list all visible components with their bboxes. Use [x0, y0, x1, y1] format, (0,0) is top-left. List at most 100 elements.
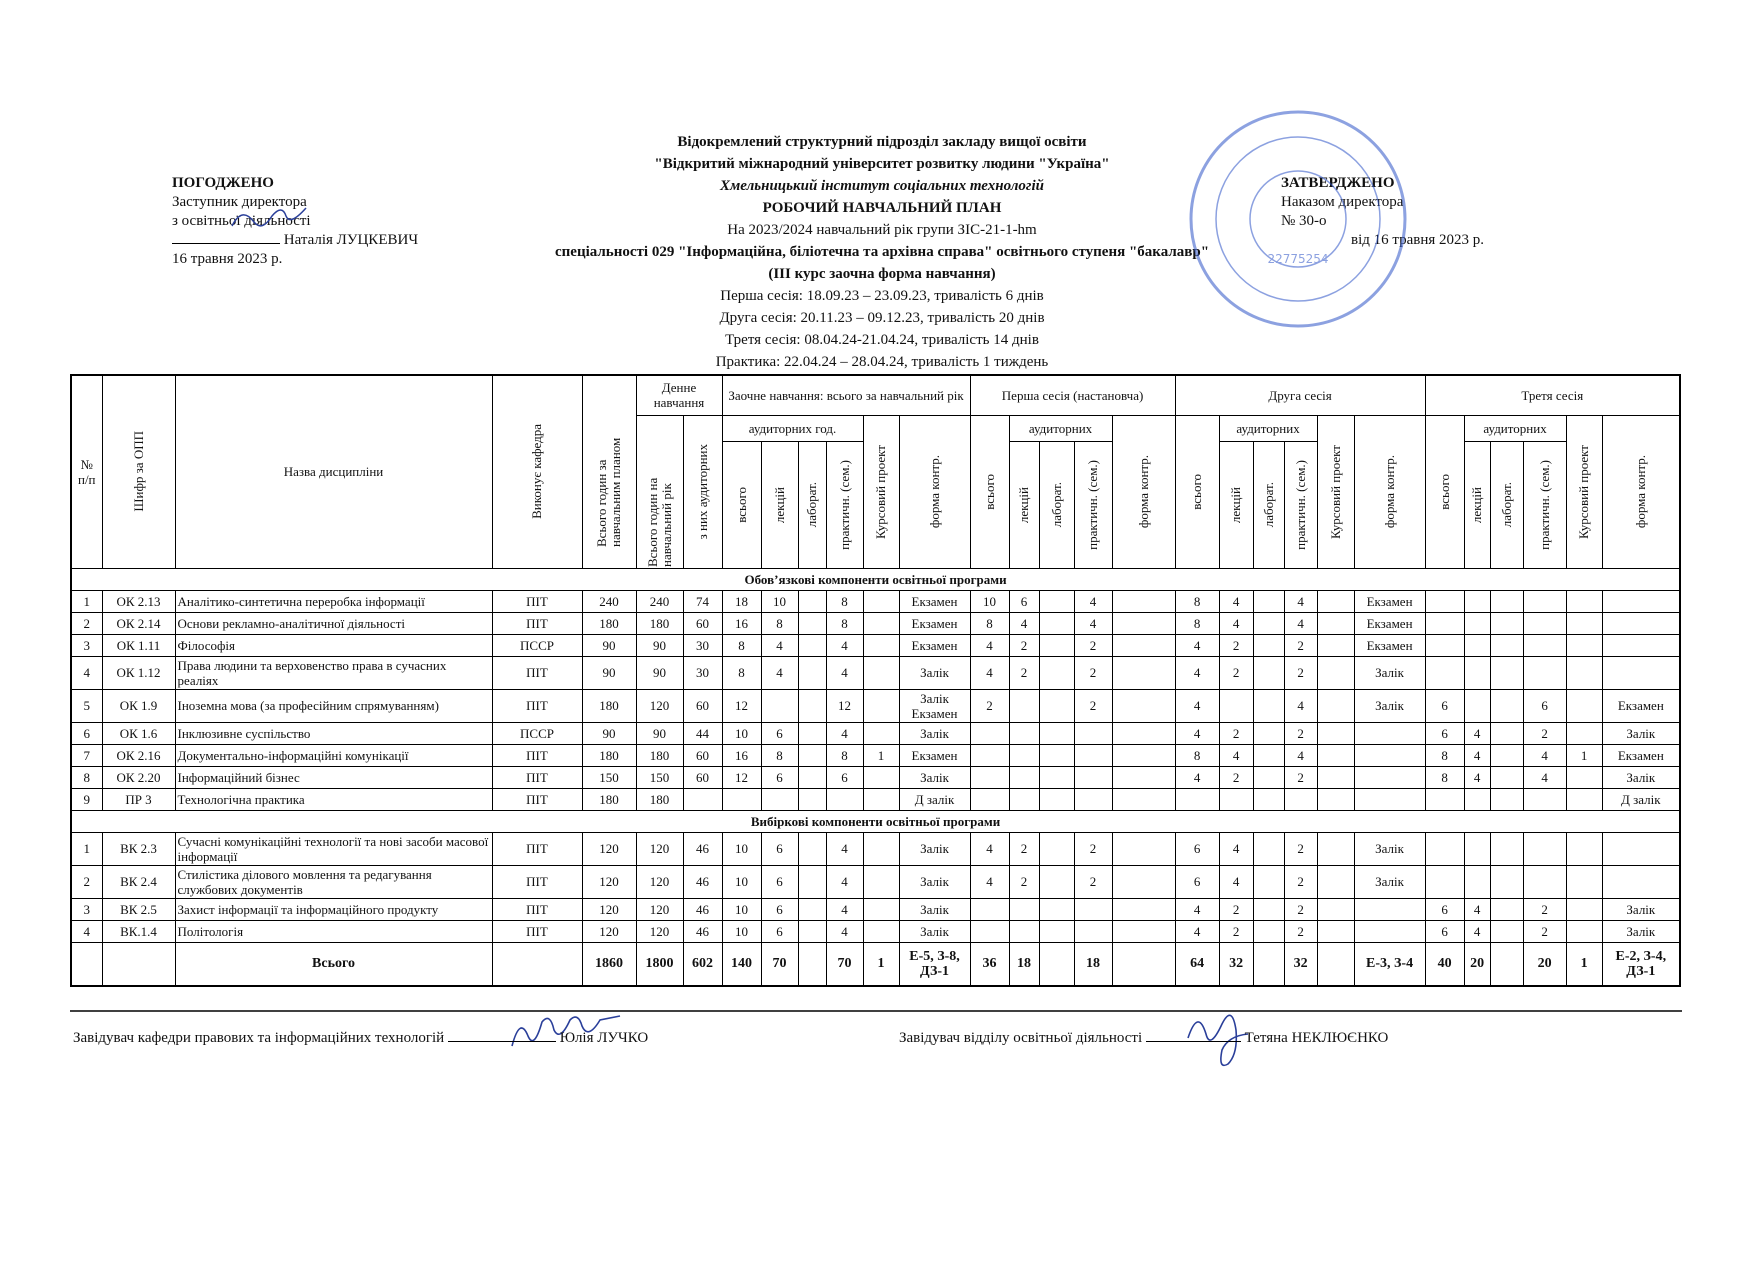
empty-cell	[1111, 941, 1176, 986]
table-cell: 16	[721, 743, 762, 767]
table-cell: 6	[1424, 721, 1465, 745]
empty-cell	[1316, 864, 1355, 899]
header-cell: всього	[969, 414, 1010, 569]
empty-cell	[1463, 864, 1491, 899]
table-row: 1 ОК 2.13 Аналітико-синтетична переробка і…	[70, 589, 1681, 613]
empty-cell	[1252, 941, 1285, 986]
empty-cell	[1111, 611, 1176, 635]
table-cell: Інформаційний бізнес	[174, 765, 493, 789]
empty-cell	[797, 721, 827, 745]
empty-cell	[1424, 633, 1465, 657]
empty-cell	[797, 743, 827, 767]
empty-cell	[1038, 655, 1075, 690]
table-cell: 2	[70, 864, 103, 899]
empty-cell	[825, 787, 864, 811]
empty-cell	[1565, 897, 1603, 921]
table-cell: 180	[635, 787, 684, 811]
header-cell: аудиторних год.	[721, 414, 864, 443]
table-cell: 4	[825, 633, 864, 657]
table-cell: 8	[825, 611, 864, 635]
empty-cell	[969, 787, 1010, 811]
table-cell: 70	[760, 941, 799, 986]
table-cell: 4	[1463, 765, 1491, 789]
table-row: 4 ОК 1.12 Права людини та верховенство пра…	[70, 655, 1681, 690]
table-cell: Залік	[898, 655, 971, 690]
empty-cell	[1489, 589, 1524, 613]
empty-cell	[1218, 688, 1254, 723]
table-cell: 4	[969, 633, 1010, 657]
header-text: лекцій	[1016, 486, 1032, 523]
empty-cell	[1489, 787, 1524, 811]
table-cell: ОК 2.13	[101, 589, 176, 613]
empty-cell	[1463, 611, 1491, 635]
table-cell: 4	[825, 655, 864, 690]
empty-cell	[1252, 655, 1285, 690]
table-cell: 90	[581, 655, 637, 690]
empty-cell	[1111, 589, 1176, 613]
empty-cell	[797, 864, 827, 899]
empty-cell	[1008, 897, 1040, 921]
table-cell: 4	[1218, 864, 1254, 899]
table-cell: 10	[969, 589, 1010, 613]
empty-cell	[1008, 765, 1040, 789]
table-cell: 4	[760, 655, 799, 690]
table-cell: 6	[760, 897, 799, 921]
table-cell: 6	[760, 765, 799, 789]
table-cell: ПІТ	[491, 589, 583, 613]
empty-cell	[1316, 941, 1355, 986]
empty-cell	[1008, 743, 1040, 767]
empty-cell	[797, 611, 827, 635]
table-cell: 120	[635, 897, 684, 921]
empty-cell	[862, 633, 900, 657]
header-cell: Всього годин на навчальний рік	[635, 414, 684, 569]
empty-cell	[1316, 589, 1355, 613]
table-cell: ПІТ	[491, 655, 583, 690]
table-cell: 4	[1174, 655, 1220, 690]
footer-left: Завідувач кафедри правових та інформацій…	[73, 1030, 648, 1047]
empty-cell	[797, 897, 827, 921]
table-cell: 4	[1463, 743, 1491, 767]
empty-cell	[1353, 787, 1426, 811]
table-cell: 30	[682, 655, 723, 690]
empty-cell	[1316, 633, 1355, 657]
table-row: 7 ОК 2.16 Документально-інформаційні комун…	[70, 743, 1681, 767]
table-row: 9 ПР 3 Технологічна практика ПІТ 180 180 Д зал…	[70, 787, 1681, 811]
header-cell: Денне навчання	[635, 374, 723, 416]
table-cell: 240	[581, 589, 637, 613]
empty-cell	[1252, 688, 1285, 723]
empty-cell	[862, 688, 900, 723]
table-cell: Залік Екзамен	[898, 688, 971, 723]
table-cell: 6	[760, 919, 799, 943]
empty-cell	[1073, 721, 1113, 745]
header-cell: практичн. (сем.)	[1283, 441, 1318, 569]
table-cell: 2	[969, 688, 1010, 723]
empty-cell	[1316, 831, 1355, 866]
table-cell: 4	[1522, 743, 1567, 767]
table-row: 8 ОК 2.20 Інформаційний бізнес ПІТ 150 150 60 1…	[70, 765, 1681, 789]
empty-cell	[682, 787, 723, 811]
header-line: РОБОЧИЙ НАВЧАЛЬНИЙ ПЛАН	[762, 200, 1002, 216]
table-cell: 10	[721, 831, 762, 866]
empty-cell	[1038, 589, 1075, 613]
empty-cell	[969, 765, 1010, 789]
header-line: Перша сесія: 18.09.23 – 23.09.23, тривал…	[720, 288, 1044, 304]
table-cell: 120	[581, 897, 637, 921]
table-cell: ОК 2.16	[101, 743, 176, 767]
empty-cell	[1073, 919, 1113, 943]
table-cell: ПССР	[491, 633, 583, 657]
empty-cell	[1565, 864, 1603, 899]
header-line: Друга сесія: 20.11.23 – 09.12.23, тривал…	[719, 310, 1045, 326]
table-cell: 140	[721, 941, 762, 986]
table-cell: 32	[1283, 941, 1318, 986]
empty-cell	[1073, 765, 1113, 789]
table-cell: 2	[1283, 633, 1318, 657]
empty-cell	[1353, 919, 1426, 943]
empty-cell	[1283, 787, 1318, 811]
table-cell: 46	[682, 919, 723, 943]
header-cell: практичн. (сем.)	[1522, 441, 1567, 569]
header-text: всього	[733, 486, 749, 523]
section-title: Обов’язкові компоненти освітньої програм…	[70, 567, 1681, 591]
table-cell: 16	[721, 611, 762, 635]
header-cell: з них аудиторних	[682, 414, 723, 569]
